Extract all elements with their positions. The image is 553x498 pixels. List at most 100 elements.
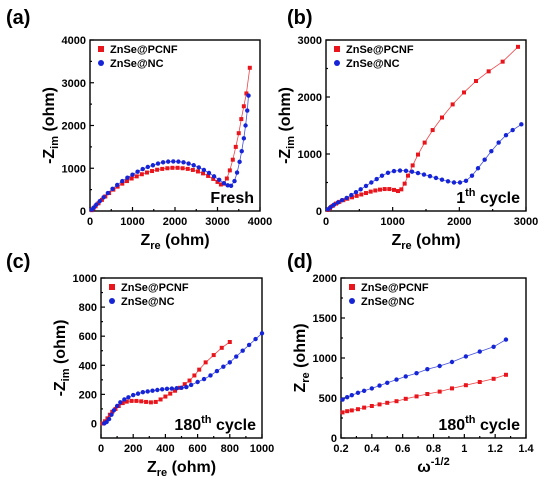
data-point <box>190 167 195 172</box>
data-point <box>489 148 494 154</box>
data-point <box>211 353 216 358</box>
data-point <box>195 169 200 174</box>
data-point <box>175 165 180 170</box>
data-point <box>129 176 134 181</box>
x-tick-label: 2000 <box>447 216 471 228</box>
legend-marker <box>98 60 104 66</box>
x-tick-label: 1000 <box>380 216 404 228</box>
data-point <box>99 197 104 202</box>
data-point <box>160 166 165 171</box>
y-tick-label: 2000 <box>62 121 86 133</box>
data-point <box>227 360 232 365</box>
data-point <box>425 367 430 372</box>
data-point <box>437 363 442 369</box>
data-point <box>344 195 349 201</box>
series-line <box>91 67 251 211</box>
data-point <box>234 354 239 359</box>
data-point <box>191 163 196 168</box>
data-point <box>362 405 367 410</box>
y-tick-label: 0 <box>316 206 322 218</box>
data-point <box>221 364 226 369</box>
x-tick-label: 200 <box>124 443 142 455</box>
data-point <box>416 152 420 157</box>
data-point <box>94 202 99 207</box>
x-tick-label: 600 <box>188 443 206 455</box>
legend-label: ZnSe@NC <box>121 296 175 308</box>
data-point <box>402 181 407 186</box>
data-point <box>139 172 144 177</box>
data-point <box>201 376 207 382</box>
data-point <box>134 398 139 403</box>
data-point <box>253 336 258 342</box>
data-point <box>163 394 168 399</box>
y-tick-label: 1000 <box>298 149 322 161</box>
data-point <box>135 391 141 396</box>
legend-marker <box>98 46 104 52</box>
data-point <box>134 174 139 179</box>
x-tick-label: 1000 <box>250 443 274 455</box>
y-tick-label: 4000 <box>62 35 86 47</box>
panel-annotation: 1th cycle <box>456 187 520 207</box>
data-point <box>244 91 249 96</box>
data-point <box>247 65 252 70</box>
data-point <box>150 163 156 168</box>
legend-label: ZnSe@PCNF <box>110 44 178 56</box>
legend-label: ZnSe@NC <box>110 58 164 70</box>
series-line <box>342 339 507 400</box>
data-point <box>153 399 158 404</box>
y-tick-label: 200 <box>79 389 97 401</box>
data-point <box>394 377 399 382</box>
data-point <box>140 389 146 395</box>
y-tick-label: 0 <box>331 433 337 445</box>
data-point <box>500 59 505 64</box>
data-point <box>364 191 368 196</box>
legend-marker <box>334 60 340 66</box>
x-tick-label: 0 <box>87 216 93 228</box>
data-point <box>396 189 400 194</box>
x-tick-label: 1.4 <box>518 443 534 455</box>
data-point <box>182 382 187 387</box>
data-point <box>496 140 501 145</box>
data-point <box>184 384 189 390</box>
data-point <box>195 379 200 385</box>
data-point <box>350 195 354 200</box>
data-point <box>369 386 375 391</box>
data-point <box>349 192 354 198</box>
data-point <box>344 395 350 400</box>
data-point <box>503 372 508 377</box>
data-point <box>259 331 265 336</box>
data-point <box>155 387 160 393</box>
data-point <box>96 201 101 206</box>
x-tick-label: 1000 <box>120 216 144 228</box>
data-point <box>170 165 175 170</box>
data-point <box>353 189 359 195</box>
data-point <box>105 190 111 196</box>
data-point <box>245 108 250 113</box>
y-tick-label: 600 <box>79 331 97 343</box>
y-tick-label: 1000 <box>73 273 97 285</box>
data-point <box>437 389 442 394</box>
data-point <box>185 166 190 171</box>
data-point <box>246 342 252 348</box>
data-point <box>475 166 481 171</box>
data-point <box>354 193 359 198</box>
data-point <box>373 188 378 193</box>
x-tick-label: 1 <box>461 443 467 455</box>
data-point <box>179 385 184 391</box>
data-point <box>131 392 136 398</box>
data-point <box>139 399 144 404</box>
x-tick-label: 800 <box>221 443 239 455</box>
data-point <box>409 169 415 174</box>
x-axis-label: Zre (ohm) <box>140 232 209 252</box>
data-point <box>171 159 176 164</box>
data-point <box>450 102 455 107</box>
panel-annotation: 180th cycle <box>174 414 256 434</box>
panel-letter: (a) <box>6 7 30 29</box>
data-point <box>130 172 135 177</box>
y-tick-label: 1000 <box>313 353 337 365</box>
data-point <box>224 176 229 181</box>
data-point <box>155 161 161 166</box>
data-point <box>477 380 482 384</box>
legend-label: ZnSe@NC <box>346 58 400 70</box>
data-point <box>241 104 246 109</box>
